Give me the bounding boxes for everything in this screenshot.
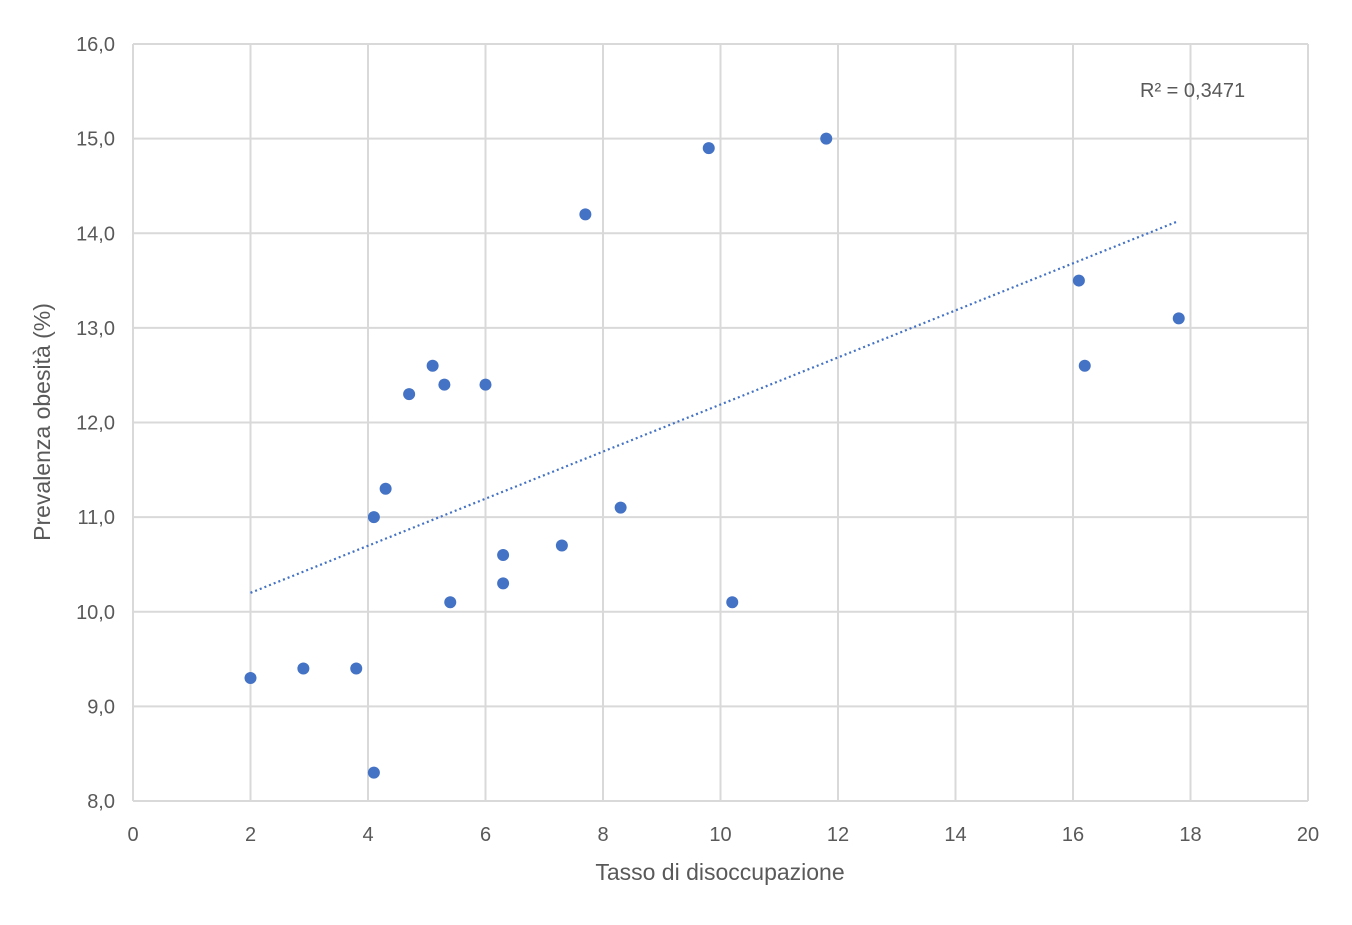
data-point [403,388,416,401]
data-points [244,132,1185,779]
x-tick-label: 18 [1179,824,1201,846]
y-tick-label: 11,0 [78,507,115,529]
gridlines [132,43,1309,802]
x-tick-label: 2 [245,824,256,846]
y-tick-label: 12,0 [76,413,115,435]
data-point [438,378,451,391]
data-point [614,501,627,514]
data-point [820,132,833,145]
x-tick-label: 10 [709,824,731,846]
data-point [244,671,257,684]
x-tick-label: 14 [944,824,966,846]
data-point [1072,274,1085,287]
x-tick-label: 16 [1062,824,1084,846]
data-point [497,548,510,561]
data-point [726,596,739,609]
trendline [250,219,1180,594]
y-axis-title: Prevalenza obesità (%) [29,303,55,541]
x-tick-label: 8 [597,824,608,846]
x-tick-label: 12 [827,824,849,846]
y-tick-label: 15,0 [76,129,115,151]
y-tick-label: 9,0 [87,696,115,718]
data-point [555,539,568,552]
data-point [497,577,510,590]
x-axis-title: Tasso di disoccupazione [595,859,844,885]
y-tick-label: 10,0 [76,602,115,624]
data-point [367,766,380,779]
y-axis-ticks: 8,0 9,0 10,0 11,0 12,0 13,0 14,0 15,0 16,0 [76,34,115,813]
data-point [702,142,715,155]
y-tick-label: 8,0 [87,791,115,813]
data-point [444,596,457,609]
x-tick-label: 0 [127,824,138,846]
x-axis-ticks: 0 2 4 6 8 10 12 14 16 18 20 [127,824,1319,846]
x-tick-label: 4 [362,824,373,846]
x-tick-label: 20 [1297,824,1319,846]
y-tick-label: 14,0 [76,223,115,245]
data-point [1172,312,1185,325]
y-tick-label: 13,0 [76,318,115,340]
r2-label: R² = 0,3471 [1140,80,1245,102]
data-point [579,208,592,221]
y-tick-label: 16,0 [76,34,115,56]
data-point [1078,359,1091,372]
data-point [297,662,310,675]
x-tick-label: 6 [480,824,491,846]
data-point [350,662,363,675]
data-point [367,511,380,524]
data-point [479,378,492,391]
data-point [426,359,439,372]
data-point [379,482,392,495]
trendline-group [250,219,1180,594]
